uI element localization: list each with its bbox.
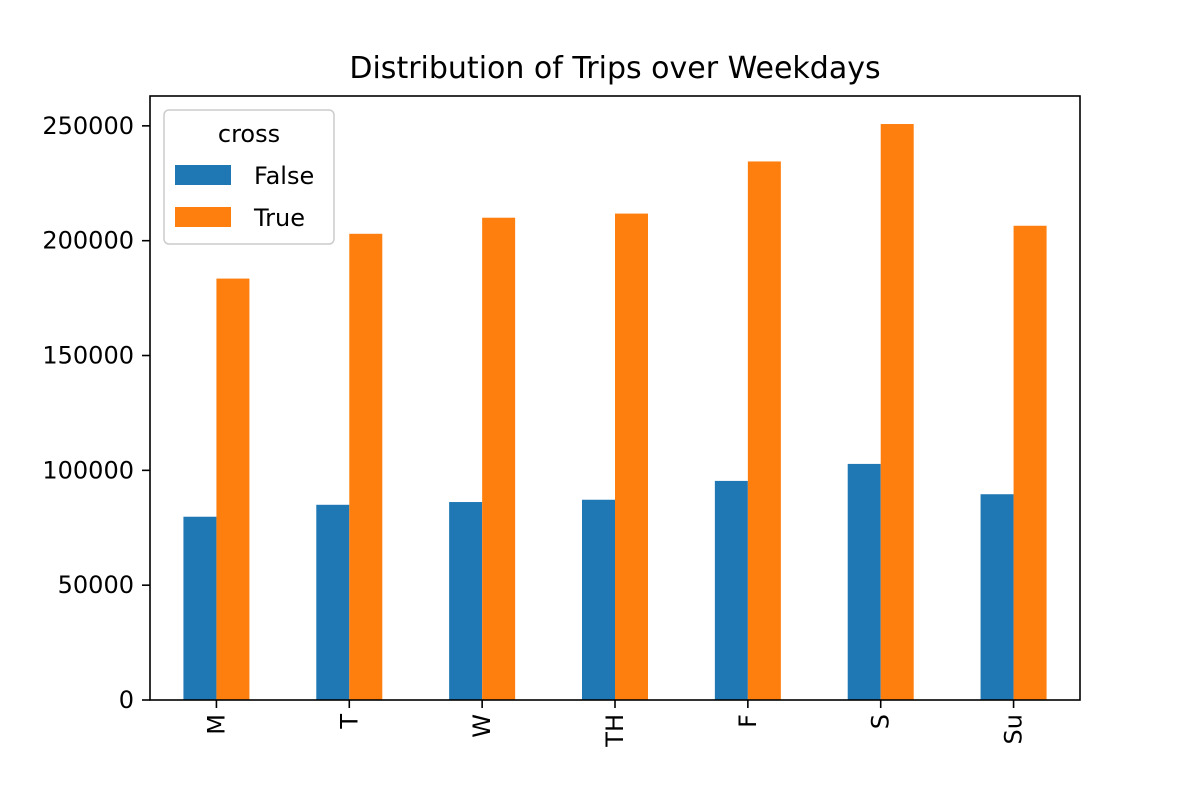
bar-true-th <box>615 213 648 701</box>
bar-false-w <box>449 502 483 700</box>
x-tick-label: W <box>468 714 496 738</box>
x-tick-label: Su <box>1000 714 1028 744</box>
bar-true-w <box>482 217 516 700</box>
x-tick-label: S <box>867 714 895 729</box>
y-tick-label: 150000 <box>42 342 134 370</box>
bar-true-m <box>216 278 250 700</box>
y-tick-label: 50000 <box>58 571 134 599</box>
legend-label-true: True <box>253 204 305 232</box>
legend: cross False True <box>163 109 335 245</box>
x-tick-label: F <box>734 714 762 728</box>
x-tick-label: TH <box>601 714 629 748</box>
x-axis: M T W TH F S Su <box>202 700 1028 748</box>
bar-false-m <box>183 516 217 700</box>
bar-true-s <box>880 124 914 700</box>
y-axis: 0 50000 100000 150000 200000 250000 <box>42 112 150 714</box>
legend-label-false: False <box>254 162 314 190</box>
bar-true-t <box>349 233 383 700</box>
bar-false-t <box>316 504 350 700</box>
y-tick-label: 250000 <box>42 112 134 140</box>
bar-true-su <box>1013 225 1047 700</box>
x-tick-label: T <box>335 714 363 730</box>
bar-true-f <box>747 161 781 701</box>
chart-title: Distribution of Trips over Weekdays <box>349 51 880 86</box>
legend-swatch-true <box>175 207 231 227</box>
bar-false-s <box>847 463 881 700</box>
y-tick-label: 100000 <box>42 456 134 484</box>
legend-swatch-false <box>175 165 231 185</box>
plot-frame <box>149 95 1081 701</box>
bar-false-th <box>582 499 615 700</box>
bar-false-f <box>714 480 748 700</box>
y-tick-label: 0 <box>119 686 134 714</box>
y-tick-label: 200000 <box>42 227 134 255</box>
bars-layer <box>183 124 1047 701</box>
legend-title: cross <box>218 120 280 148</box>
bar-false-su <box>980 494 1014 700</box>
x-tick-label: M <box>202 714 230 735</box>
